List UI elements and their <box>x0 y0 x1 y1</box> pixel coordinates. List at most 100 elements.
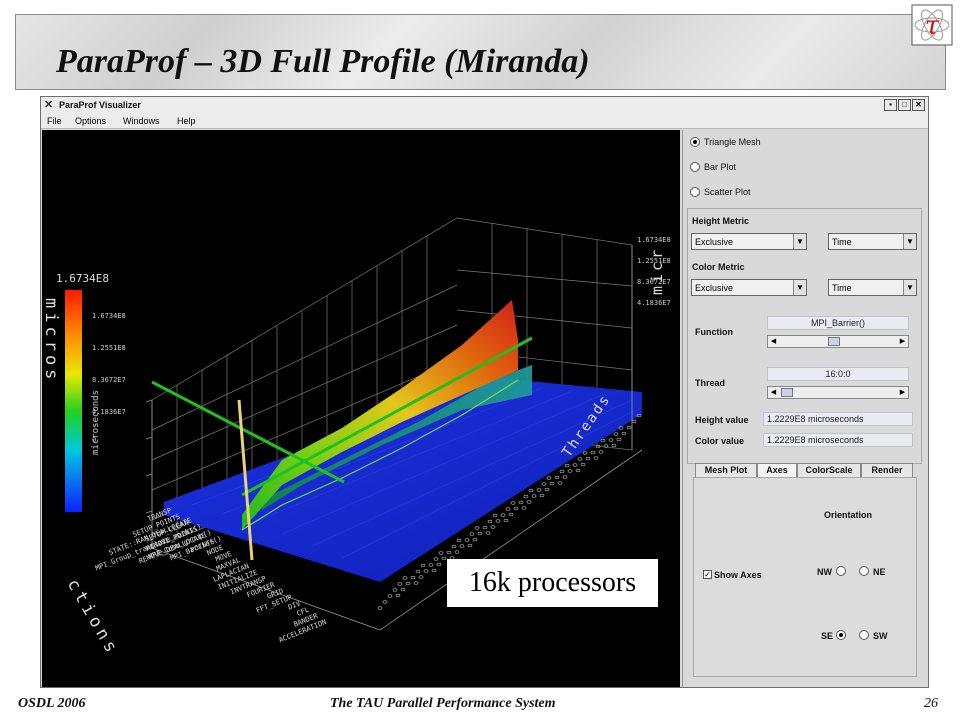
radio-nw[interactable] <box>836 566 846 576</box>
thread-axis-tick <box>487 519 493 524</box>
axes-tab-content <box>693 477 917 677</box>
radio-ne[interactable] <box>859 566 869 576</box>
thread-axis-tick <box>474 526 480 530</box>
tau-logo: τ <box>911 4 953 46</box>
close-button[interactable]: ✕ <box>912 99 925 111</box>
maximize-button[interactable]: □ <box>898 99 911 111</box>
colorbar-tick-5: 0 <box>92 436 96 444</box>
radio-triangle-mesh[interactable] <box>690 137 700 147</box>
colorbar-tick-4: 4.1836E7 <box>92 408 126 416</box>
color-metric-unit-select[interactable]: Time ▼ <box>828 279 917 296</box>
footer-center: The TAU Parallel Performance System <box>330 696 556 711</box>
window-titlebar[interactable]: ✕ ParaProf Visualizer ▪ □ ✕ <box>41 97 928 113</box>
tab-colorscale[interactable]: ColorScale <box>797 463 861 477</box>
minimize-button[interactable]: ▪ <box>884 99 897 111</box>
thread-axis-tick <box>613 432 619 436</box>
footer-left: OSDL 2006 <box>18 696 86 711</box>
label-scatter-plot: Scatter Plot <box>704 187 751 197</box>
chevron-down-icon: ▼ <box>793 280 806 295</box>
thread-axis-tick <box>490 525 496 529</box>
menu-help[interactable]: Help <box>177 116 196 126</box>
label-sw: SW <box>873 631 888 641</box>
mesh-base-plane <box>164 378 642 582</box>
thread-axis-tick <box>590 450 596 455</box>
thread-axis-tick <box>477 531 483 536</box>
left-axis-ticks <box>145 399 153 514</box>
tab-axes[interactable]: Axes <box>757 463 797 477</box>
radio-scatter-plot[interactable] <box>690 187 700 197</box>
height-metric-select[interactable]: Exclusive ▼ <box>691 233 807 250</box>
show-axes-checkbox[interactable]: ✓ <box>703 570 712 579</box>
thread-axis-tick <box>531 494 537 498</box>
function-label: Function <box>695 327 733 337</box>
thread-axis-tick <box>431 568 437 573</box>
thread-axis-tick <box>472 537 478 542</box>
height-axis-title: micros <box>42 298 61 383</box>
radio-bar-plot[interactable] <box>690 162 700 172</box>
thread-axis-tick <box>577 457 583 461</box>
thread-axis-tick <box>562 475 568 479</box>
label-bar-plot: Bar Plot <box>704 162 737 172</box>
slide-banner: ParaProf – 3D Full Profile (Miranda) <box>15 14 946 90</box>
thread-value-field: 16:0:0 <box>767 367 909 381</box>
thread-axis-tick <box>413 581 419 585</box>
height-metric-unit-select[interactable]: Time ▼ <box>828 233 917 250</box>
thread-axis-tick <box>636 413 642 418</box>
thread-axis-tick <box>549 481 555 486</box>
color-metric-title: Color Metric <box>692 262 745 272</box>
thread-axis-tick <box>428 563 434 567</box>
scroll-right-icon: ▶ <box>899 389 906 396</box>
thread-tick-group <box>377 413 642 610</box>
thread-axis-tick <box>482 525 488 530</box>
window-title: ParaProf Visualizer <box>59 100 141 110</box>
thread-axis-tick <box>433 557 439 561</box>
thread-axis-tick <box>387 594 393 598</box>
annotation-callout: 16k processors <box>447 559 658 607</box>
thread-axis-tick <box>392 588 398 592</box>
thread-axis-tick <box>564 463 570 468</box>
menu-windows[interactable]: Windows <box>123 116 160 126</box>
label-ne: NE <box>873 567 886 577</box>
thread-axis-tick <box>423 569 429 573</box>
scroll-left-icon: ◀ <box>770 389 777 396</box>
mesh-ridge-secondary <box>262 365 532 510</box>
thread-axis-tick <box>410 575 416 580</box>
radio-sw[interactable] <box>859 630 869 640</box>
control-panel: Triangle Mesh Bar Plot Scatter Plot Heig… <box>682 130 927 687</box>
functions-axis-title: ctions <box>63 576 123 660</box>
radio-se[interactable] <box>836 630 846 640</box>
tab-render[interactable]: Render <box>861 463 913 477</box>
thread-axis-tick <box>467 543 473 548</box>
thread-axis-tick <box>567 469 573 473</box>
colorbar-tick-1: 1.6734E8 <box>92 312 126 320</box>
thread-axis-tick <box>621 431 627 436</box>
right-axis-title: micr <box>648 247 666 295</box>
function-value-field: MPI_Barrier() <box>767 316 909 330</box>
chevron-down-icon: ▼ <box>903 280 916 295</box>
thread-axis-tick <box>446 550 452 555</box>
thread-axis-tick <box>492 513 498 518</box>
thread-axis-tick <box>580 462 586 467</box>
thread-axis-tick <box>441 556 447 561</box>
thread-axis-tick <box>415 569 421 574</box>
menu-file[interactable]: File <box>47 116 62 126</box>
slide-title: ParaProf – 3D Full Profile (Miranda) <box>56 43 590 80</box>
thread-axis-tick <box>559 469 565 474</box>
menu-options[interactable]: Options <box>75 116 107 126</box>
thread-axis-tick <box>557 481 563 485</box>
colorbar-tick-2: 1.2551E8 <box>92 344 126 352</box>
visualization-canvas[interactable]: 1.6734E8 1.6734E8 1.2551E8 8.3672E7 4.18… <box>42 130 680 687</box>
label-se: SE <box>821 631 834 641</box>
thread-axis-tick <box>626 425 632 430</box>
tab-mesh-plot[interactable]: Mesh Plot <box>695 463 757 477</box>
right-tick-2: 1.2551E8 <box>637 257 671 265</box>
color-metric-select[interactable]: Exclusive ▼ <box>691 279 807 296</box>
thread-highlight-line <box>241 336 533 497</box>
function-slider[interactable]: ◀ ▶ <box>767 335 909 348</box>
function-highlight-line <box>151 380 345 484</box>
thread-axis-tick <box>600 438 606 443</box>
chevron-down-icon: ▼ <box>793 234 806 249</box>
right-tick-4: 4.1836E7 <box>637 299 671 307</box>
thread-slider[interactable]: ◀ ▶ <box>767 386 909 399</box>
function-slider-thumb <box>828 337 840 346</box>
